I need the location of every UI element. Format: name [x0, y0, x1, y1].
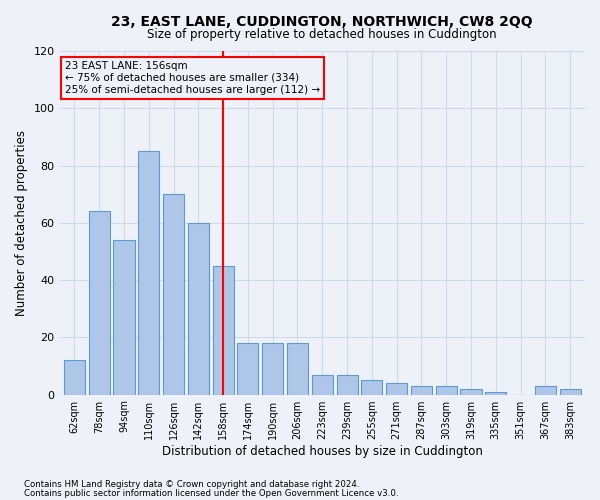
- Bar: [113, 240, 134, 394]
- Bar: [188, 223, 209, 394]
- Bar: [361, 380, 382, 394]
- Bar: [560, 389, 581, 394]
- Bar: [485, 392, 506, 394]
- Bar: [411, 386, 432, 394]
- Bar: [89, 212, 110, 394]
- Bar: [262, 343, 283, 394]
- Title: 23, EAST LANE, CUDDINGTON, NORTHWICH, CW8 2QQ: 23, EAST LANE, CUDDINGTON, NORTHWICH, CW…: [112, 15, 533, 29]
- X-axis label: Distribution of detached houses by size in Cuddington: Distribution of detached houses by size …: [162, 444, 483, 458]
- Bar: [312, 374, 333, 394]
- Text: 23 EAST LANE: 156sqm
← 75% of detached houses are smaller (334)
25% of semi-deta: 23 EAST LANE: 156sqm ← 75% of detached h…: [65, 62, 320, 94]
- Bar: [163, 194, 184, 394]
- Text: Contains public sector information licensed under the Open Government Licence v3: Contains public sector information licen…: [24, 488, 398, 498]
- Bar: [64, 360, 85, 394]
- Y-axis label: Number of detached properties: Number of detached properties: [15, 130, 28, 316]
- Bar: [535, 386, 556, 394]
- Text: Size of property relative to detached houses in Cuddington: Size of property relative to detached ho…: [148, 28, 497, 40]
- Bar: [212, 266, 233, 394]
- Bar: [287, 343, 308, 394]
- Bar: [238, 343, 259, 394]
- Bar: [386, 383, 407, 394]
- Bar: [436, 386, 457, 394]
- Bar: [138, 151, 160, 394]
- Bar: [460, 389, 482, 394]
- Text: Contains HM Land Registry data © Crown copyright and database right 2024.: Contains HM Land Registry data © Crown c…: [24, 480, 359, 489]
- Bar: [337, 374, 358, 394]
